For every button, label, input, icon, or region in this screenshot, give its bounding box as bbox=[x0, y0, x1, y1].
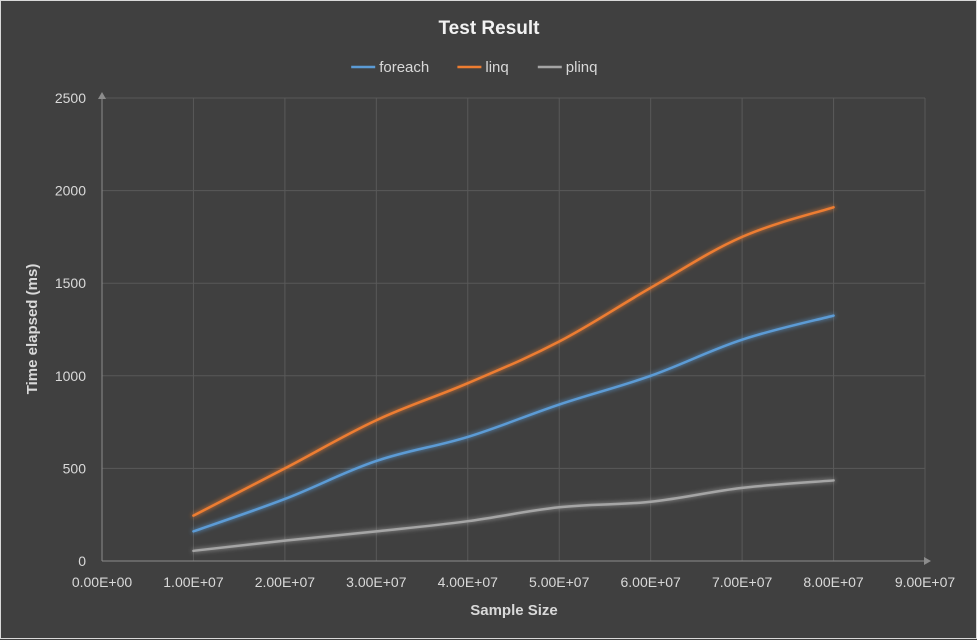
x-tick-label: 5.00E+07 bbox=[529, 574, 590, 590]
x-tick-label: 2.00E+07 bbox=[255, 574, 316, 590]
x-tick-label: 4.00E+07 bbox=[438, 574, 499, 590]
x-axis-title: Sample Size bbox=[470, 602, 558, 619]
legend-item-linq: linq bbox=[457, 59, 509, 76]
x-tick-label: 8.00E+07 bbox=[803, 574, 864, 590]
series-line-linq bbox=[192, 206, 835, 517]
x-tick-label: 1.00E+07 bbox=[163, 574, 224, 590]
legend-label: plinq bbox=[566, 59, 598, 76]
series-line-foreach bbox=[192, 314, 835, 533]
gridlines bbox=[102, 97, 926, 561]
x-tick-label: 7.00E+07 bbox=[712, 574, 773, 590]
axes bbox=[98, 92, 931, 565]
series-lines bbox=[192, 206, 835, 553]
x-axis-arrow bbox=[924, 557, 931, 565]
y-tick-label: 1000 bbox=[55, 368, 86, 384]
x-tick-labels: 0.00E+00 1.00E+07 2.00E+07 3.00E+07 4.00E+07… bbox=[72, 574, 956, 590]
y-tick-label: 2500 bbox=[55, 90, 86, 106]
y-tick-labels: 0 500 1000 1500 2000 2500 bbox=[55, 90, 86, 569]
y-axis-title: Time elapsed (ms) bbox=[24, 264, 41, 395]
legend-label: foreach bbox=[379, 59, 429, 76]
x-tick-label: 6.00E+07 bbox=[620, 574, 681, 590]
legend-label: linq bbox=[485, 59, 508, 76]
x-tick-label: 3.00E+07 bbox=[346, 574, 407, 590]
legend-item-foreach: foreach bbox=[351, 59, 429, 76]
y-tick-label: 2000 bbox=[55, 183, 86, 199]
legend-item-plinq: plinq bbox=[537, 59, 598, 76]
y-tick-label: 0 bbox=[78, 553, 86, 569]
x-tick-label: 0.00E+00 bbox=[72, 574, 133, 590]
legend: foreach linq plinq bbox=[351, 59, 598, 76]
chart-title: Test Result bbox=[438, 18, 540, 39]
y-axis-arrow bbox=[98, 92, 106, 99]
y-tick-label: 500 bbox=[63, 460, 87, 476]
x-tick-label: 9.00E+07 bbox=[895, 574, 956, 590]
y-tick-label: 1500 bbox=[55, 275, 86, 291]
series-line-plinq bbox=[192, 479, 835, 553]
